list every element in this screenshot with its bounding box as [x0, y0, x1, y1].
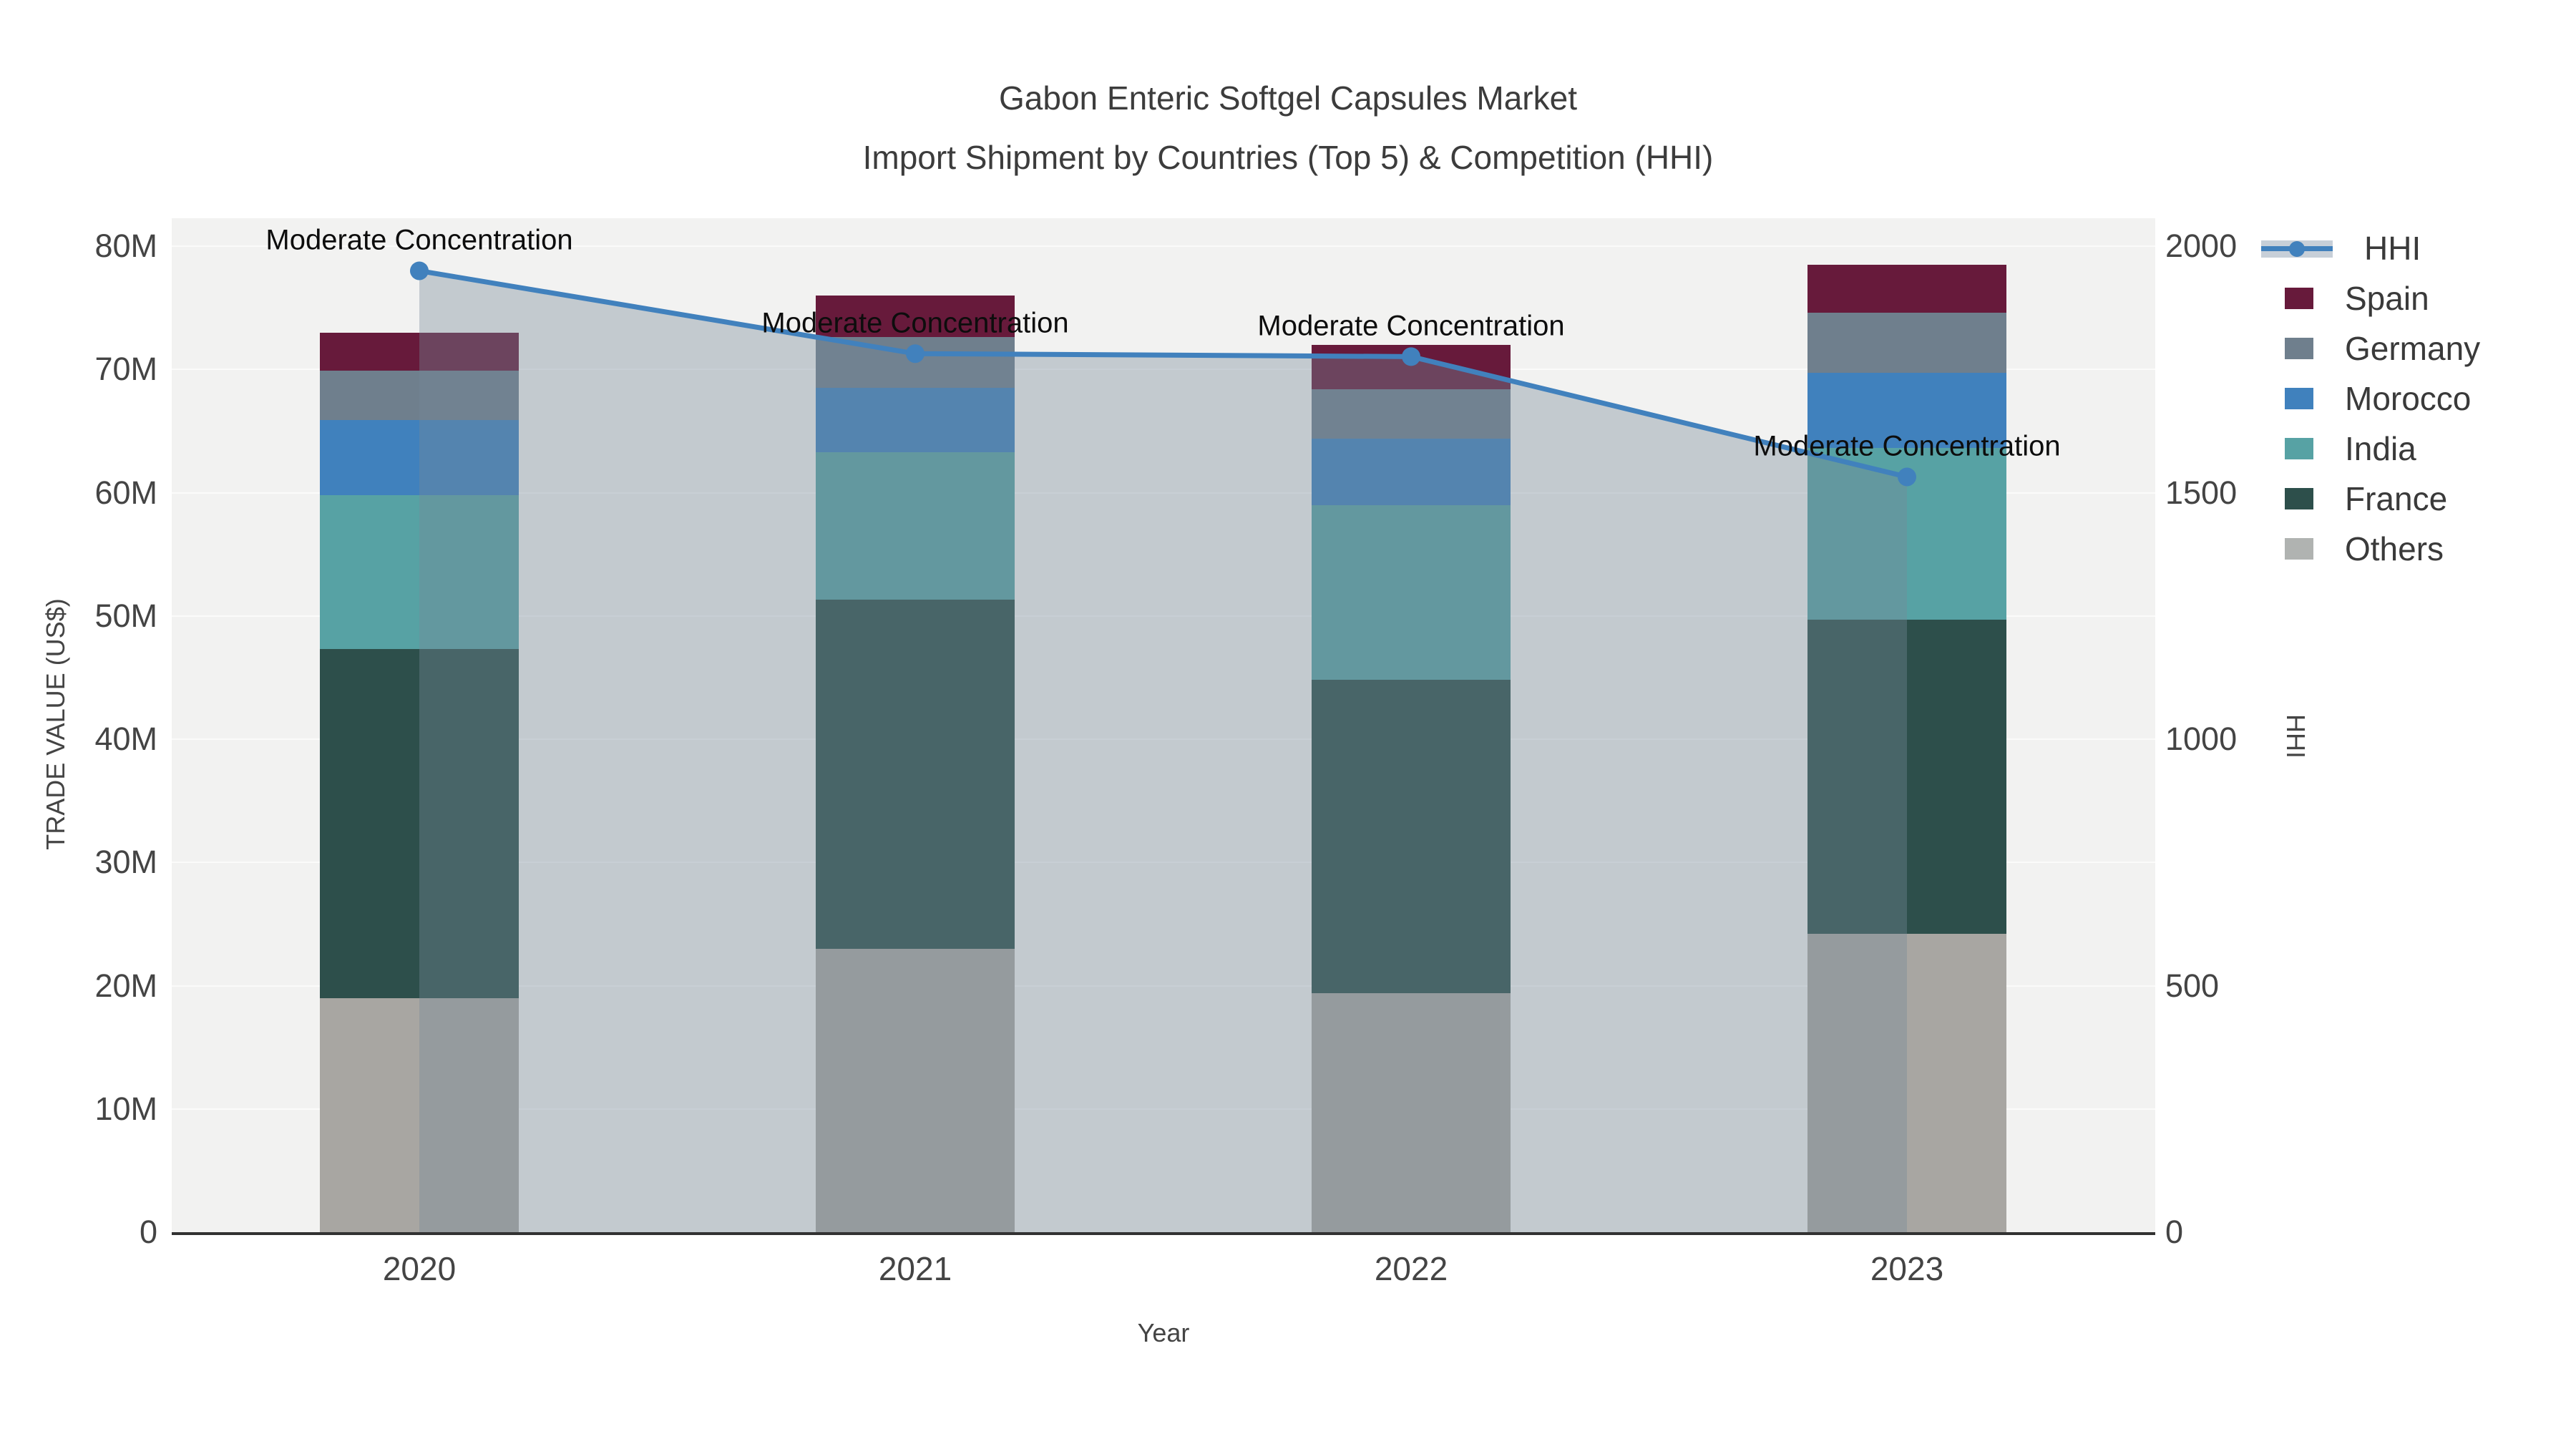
legend-item-france[interactable]: France — [2261, 474, 2447, 524]
gridline — [172, 369, 2155, 371]
hhi-legend-swatch — [2261, 238, 2333, 259]
legend-color-swatch-others — [2285, 538, 2313, 560]
y-axis-tick-label: 10M — [94, 1090, 157, 1127]
y-axis-tick-label: 0 — [139, 1214, 157, 1250]
x-axis-tick-label: 2023 — [1870, 1250, 1944, 1287]
hhi-marker-2020[interactable] — [410, 261, 429, 280]
bar-segment-others-2021[interactable] — [816, 948, 1015, 1232]
bar-segment-morocco-2020[interactable] — [320, 419, 519, 495]
hhi-marker-2021[interactable] — [906, 344, 924, 364]
gridline — [172, 615, 2155, 617]
bar-segment-france-2020[interactable] — [320, 649, 519, 998]
gridline — [172, 492, 2155, 494]
bar-segment-morocco-2021[interactable] — [816, 388, 1015, 452]
x-axis-tick-label: 2022 — [1374, 1250, 1448, 1287]
bar-segment-spain-2020[interactable] — [320, 332, 519, 371]
gridline — [172, 1108, 2155, 1110]
bar-segment-france-2022[interactable] — [1312, 680, 1511, 993]
hhi-axis-tick-label: 0 — [2165, 1214, 2184, 1250]
bar-segment-spain-2023[interactable] — [1807, 264, 2006, 313]
y-axis-tick-label: 20M — [94, 967, 157, 1004]
bar-segment-india-2022[interactable] — [1312, 504, 1511, 680]
legend-label: France — [2345, 480, 2448, 517]
legend-label: Others — [2345, 530, 2444, 567]
bar-segment-morocco-2023[interactable] — [1807, 373, 2006, 449]
hhi-axis-tick-label: 1000 — [2165, 721, 2238, 757]
y-axis-tick-label: 80M — [94, 228, 157, 264]
legend-label: Germany — [2345, 330, 2481, 367]
hhi-axis-tick-label: 1500 — [2165, 474, 2238, 511]
gridline — [172, 985, 2155, 987]
gridline — [172, 738, 2155, 740]
legend-item-germany[interactable]: Germany — [2261, 323, 2480, 374]
chart-title-line1: Gabon Enteric Softgel Capsules Market — [999, 79, 1577, 117]
chart-title-line2: Import Shipment by Countries (Top 5) & C… — [862, 139, 1714, 176]
y-axis-tick-label: 40M — [94, 721, 157, 757]
bar-segment-others-2023[interactable] — [1807, 934, 2006, 1232]
bar-segment-morocco-2022[interactable] — [1312, 438, 1511, 505]
legend-color-swatch-india — [2285, 438, 2313, 459]
x-axis-tick-label: 2021 — [878, 1250, 952, 1287]
bar-segment-germany-2020[interactable] — [320, 370, 519, 420]
bar-segment-india-2021[interactable] — [816, 452, 1015, 600]
gridline — [172, 862, 2155, 864]
legend-label: Morocco — [2345, 380, 2472, 417]
bar-segment-germany-2022[interactable] — [1312, 389, 1511, 439]
y-axis-tick-label: 30M — [94, 844, 157, 881]
legend-item-india[interactable]: India — [2261, 424, 2416, 474]
annotation-2022: Moderate Concentration — [1257, 310, 1565, 342]
hhi-axis-tick-label: 500 — [2165, 967, 2220, 1004]
legend-color-swatch-france — [2285, 488, 2313, 509]
x-axis-tick-label: 2020 — [382, 1250, 457, 1287]
bar-segment-others-2022[interactable] — [1312, 992, 1511, 1232]
hhi-legend-marker-dot — [2289, 241, 2305, 257]
annotation-2021: Moderate Concentration — [761, 307, 1069, 339]
legend-item-morocco[interactable]: Morocco — [2261, 374, 2471, 424]
y-axis-tick-label: 50M — [94, 597, 157, 634]
bar-segment-spain-2021[interactable] — [816, 295, 1015, 338]
legend-color-swatch-morocco — [2285, 388, 2313, 409]
gridline — [172, 245, 2155, 247]
y-axis-tick-label: 70M — [94, 351, 157, 388]
legend-color-swatch-germany — [2285, 338, 2313, 359]
annotation-2023: Moderate Concentration — [1753, 430, 2061, 462]
bar-segment-france-2021[interactable] — [816, 600, 1015, 949]
hhi-axis-title: HHI — [2281, 714, 2311, 758]
hhi-area-fill — [419, 270, 1907, 1233]
bar-segment-india-2020[interactable] — [320, 494, 519, 650]
legend-label: HHI — [2364, 230, 2421, 267]
legend-item-others[interactable]: Others — [2261, 524, 2444, 574]
bar-segment-germany-2023[interactable] — [1807, 313, 2006, 374]
bar-segment-others-2020[interactable] — [320, 997, 519, 1232]
x-axis-title: Year — [1137, 1318, 1190, 1347]
legend-item-spain[interactable]: Spain — [2261, 273, 2429, 323]
y-axis-title: TRADE VALUE (US$) — [41, 598, 70, 850]
y-axis-tick-label: 60M — [94, 474, 157, 511]
chart-title: Gabon Enteric Softgel Capsules Market Im… — [0, 69, 2576, 187]
x-axis-line — [172, 1232, 2155, 1235]
legend-label: India — [2345, 430, 2416, 467]
hhi-marker-2023[interactable] — [1898, 467, 1916, 487]
hhi-marker-2022[interactable] — [1402, 347, 1420, 366]
hhi-line[interactable] — [419, 268, 1908, 479]
legend-color-swatch-spain — [2285, 288, 2313, 309]
legend-label: Spain — [2345, 280, 2429, 317]
annotation-2020: Moderate Concentration — [265, 224, 573, 256]
legend-item-hhi[interactable]: HHI — [2261, 223, 2421, 273]
hhi-axis-tick-label: 2000 — [2165, 228, 2238, 264]
bar-segment-france-2023[interactable] — [1807, 619, 2006, 935]
